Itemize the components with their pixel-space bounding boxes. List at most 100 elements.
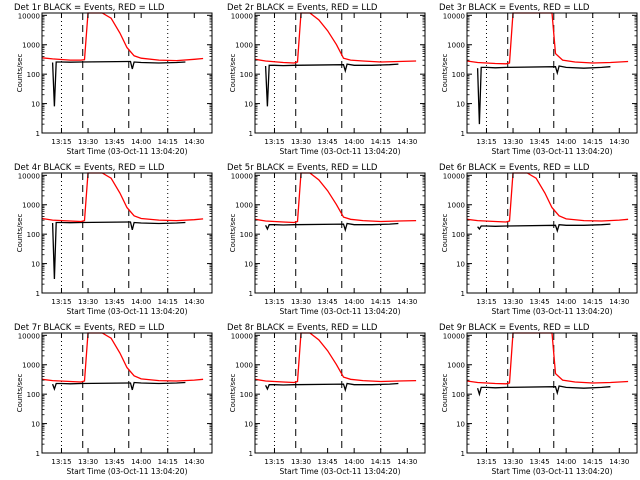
detector-panel: Det 8r BLACK = Events, RED = LLD 1 10 100 10… [227,323,426,476]
events-series-line [265,222,399,233]
x-axis-title: Start Time (03-Oct-11 13:04:20) [491,307,612,316]
events-series-line [51,221,186,280]
y-tick-label: 1000 [235,202,253,210]
panel-title: Det 7r BLACK = Events, RED = LLD [14,323,165,333]
y-tick-label: 1000 [22,42,40,50]
x-tick-label: 14:15 [371,138,391,146]
lld-series-line [42,332,204,383]
panel-title: Det 8r BLACK = Events, RED = LLD [227,323,378,333]
lld-series-line [42,12,204,62]
events-series-line [476,65,611,125]
x-tick-label: 14:30 [397,458,417,466]
x-tick-label: 13:45 [530,458,550,466]
x-tick-label: 13:45 [318,458,338,466]
x-tick-label: 14:15 [371,458,391,466]
plot-frame [254,12,426,134]
y-axis-title: Counts/sec [16,374,24,413]
y-tick-label: 1 [36,290,40,298]
x-axis-title: Start Time (03-Oct-11 13:04:20) [491,147,612,156]
y-tick-label: 1000 [447,202,465,210]
lld-series-line [42,172,204,223]
events-series-line [51,381,186,391]
y-tick-label: 10 [244,261,253,269]
x-tick-label: 13:15 [264,298,284,306]
y-tick-label: 10000 [231,332,253,340]
panel-title: Det 4r BLACK = Events, RED = LLD [14,163,165,173]
y-tick-label: 1 [461,130,465,138]
detector-panel: Det 7r BLACK = Events, RED = LLD 1 10 100 10… [14,323,213,476]
x-tick-label: 14:30 [609,298,629,306]
y-tick-label: 100 [27,71,40,79]
x-axis-title: Start Time (03-Oct-11 13:04:20) [279,307,400,316]
x-tick-label: 13:30 [78,458,98,466]
x-tick-label: 13:30 [78,138,98,146]
x-tick-label: 14:00 [131,138,151,146]
y-tick-label: 1 [249,130,253,138]
y-tick-label: 1 [249,290,253,298]
y-tick-label: 100 [452,71,465,79]
x-tick-label: 13:45 [530,138,550,146]
y-tick-label: 10000 [443,12,465,20]
x-tick-label: 13:15 [264,138,284,146]
y-tick-label: 100 [27,391,40,399]
y-axis-title: Counts/sec [16,54,24,93]
x-tick-label: 14:00 [131,298,151,306]
events-series-line [264,63,399,107]
y-axis-title: Counts/sec [441,374,449,413]
y-tick-label: 100 [27,231,40,239]
x-tick-label: 14:00 [344,298,364,306]
plot-frame [466,12,638,134]
x-tick-label: 14:15 [158,458,178,466]
x-tick-label: 14:15 [371,298,391,306]
y-tick-label: 10000 [443,172,465,180]
x-tick-label: 14:30 [184,298,204,306]
x-tick-label: 14:30 [397,138,417,146]
detector-panel: Det 4r BLACK = Events, RED = LLD 1 10 100 10… [14,163,213,316]
x-tick-label: 13:15 [51,138,71,146]
y-axis-title: Counts/sec [229,54,237,93]
y-tick-label: 10000 [18,172,40,180]
y-axis-title: Counts/sec [229,374,237,413]
x-tick-label: 13:45 [105,138,125,146]
x-axis-title: Start Time (03-Oct-11 13:04:20) [66,307,187,316]
y-tick-label: 10 [244,421,253,429]
x-tick-label: 13:30 [291,298,311,306]
y-tick-label: 1000 [235,42,253,50]
lld-series-line [255,12,417,64]
x-tick-label: 14:15 [583,298,603,306]
x-axis-title: Start Time (03-Oct-11 13:04:20) [66,467,187,476]
detector-panel: Det 1r BLACK = Events, RED = LLD 1 10 100 10… [14,3,213,156]
y-tick-label: 10 [456,261,465,269]
lld-series-line [467,332,629,385]
x-axis-title: Start Time (03-Oct-11 13:04:20) [66,147,187,156]
lld-series-line [467,172,629,223]
y-tick-label: 100 [452,391,465,399]
y-tick-label: 10 [456,421,465,429]
y-tick-label: 1000 [447,362,465,370]
detector-panel: Det 6r BLACK = Events, RED = LLD 1 10 100 10… [439,163,638,316]
x-tick-label: 14:30 [184,138,204,146]
events-series-line [476,385,611,397]
y-tick-label: 10 [456,101,465,109]
x-tick-label: 13:15 [51,458,71,466]
x-tick-label: 13:15 [476,458,496,466]
x-tick-label: 14:00 [131,458,151,466]
y-tick-label: 100 [240,71,253,79]
lld-series-line [255,172,417,224]
detector-panel: Det 3r BLACK = Events, RED = LLD 1 10 100 10… [439,3,638,156]
x-tick-label: 14:30 [609,138,629,146]
x-tick-label: 13:45 [105,298,125,306]
x-tick-label: 14:00 [344,458,364,466]
plot-frame [466,172,638,294]
x-tick-label: 13:45 [318,298,338,306]
x-axis-title: Start Time (03-Oct-11 13:04:20) [279,147,400,156]
panel-title: Det 1r BLACK = Events, RED = LLD [14,3,165,13]
y-tick-label: 1 [461,290,465,298]
x-tick-label: 13:45 [105,458,125,466]
y-tick-label: 10 [31,261,40,269]
x-tick-label: 14:30 [184,458,204,466]
x-tick-label: 13:30 [291,458,311,466]
detector-panel: Det 2r BLACK = Events, RED = LLD 1 10 100 10… [227,3,426,156]
x-tick-label: 14:00 [344,138,364,146]
